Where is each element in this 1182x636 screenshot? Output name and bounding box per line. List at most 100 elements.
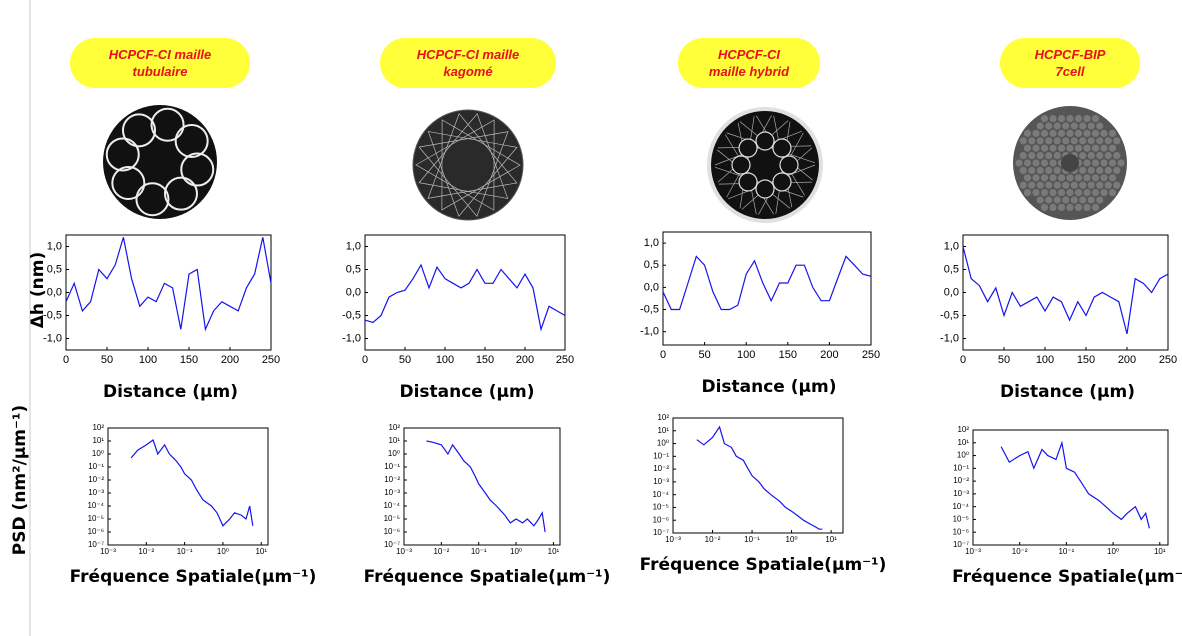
y-tick-label: 10⁻⁵: [384, 514, 400, 523]
x-tick-label: 50: [698, 349, 710, 361]
data-line: [426, 440, 546, 533]
x-axis-label: Fréquence Spatiale(µm⁻¹): [70, 567, 317, 587]
fiber-cell: [1091, 129, 1100, 137]
fiber-cell: [1087, 181, 1095, 189]
fiber-tube: [105, 137, 140, 172]
y-tick-label: 10⁰: [92, 449, 104, 458]
fiber-cell: [1108, 174, 1117, 182]
fiber-cell: [1028, 166, 1036, 174]
x-tick-label: 250: [556, 354, 574, 366]
x-tick-label: 150: [476, 354, 494, 366]
x-tick-label: 200: [221, 354, 239, 366]
x-tick-label: 150: [180, 354, 198, 366]
fiber-cell: [1070, 122, 1078, 130]
fiber-cell: [1023, 129, 1032, 137]
y-tick-label: 0,5: [944, 263, 959, 275]
fiber-label: HCPCF-CI maille kagomé: [380, 38, 556, 88]
fiber-cell: [1074, 189, 1083, 197]
y-tick-label: 10⁻⁷: [953, 540, 969, 549]
fiber-cell: [1096, 137, 1104, 145]
fiber-cell: [1019, 181, 1027, 189]
fiber-cell: [1083, 144, 1091, 152]
y-tick-label: 10²: [657, 413, 669, 422]
fiber-cell: [1083, 174, 1091, 182]
fiber-cell: [1045, 122, 1053, 130]
y-tick-label: 10⁰: [657, 439, 669, 448]
y-tick-label: 10²: [388, 423, 400, 432]
y-tick-label: 10¹: [657, 426, 669, 435]
fiber-cell: [1040, 144, 1049, 152]
fiber-cell: [1062, 181, 1070, 189]
y-tick-label: 1,0: [944, 240, 959, 252]
fiber-tube: [111, 165, 146, 200]
fiber-cell: [1104, 137, 1112, 145]
fiber-lattice: [427, 113, 460, 199]
x-axis-label: Distance (µm): [701, 377, 836, 397]
y-tick-label: 10⁻¹: [653, 451, 669, 460]
fiber-tube: [755, 179, 775, 199]
fiber-cell: [1066, 144, 1074, 152]
y-tick-label: 10⁻²: [88, 475, 104, 484]
fiber-cell: [1087, 152, 1095, 160]
x-tick-label: 0: [63, 354, 69, 366]
fiber-cell: [1057, 203, 1066, 211]
y-tick-label: 10⁰: [388, 449, 400, 458]
fiber-cell: [1074, 144, 1083, 152]
x-tick-label: 10⁻²: [1012, 547, 1028, 556]
fiber-cell: [1053, 137, 1061, 145]
fiber-cell: [1096, 196, 1104, 204]
x-tick-label: 150: [779, 349, 797, 361]
x-tick-label: 10⁻³: [665, 535, 681, 544]
x-tick-label: 10⁻²: [705, 535, 721, 544]
y-tick-label: 0,5: [47, 263, 62, 275]
fiber-tube: [163, 176, 198, 211]
fiber-cell: [1045, 137, 1053, 145]
y-tick-label: 10⁻³: [953, 489, 969, 498]
fiber-lattice: [458, 113, 518, 184]
fiber-cell: [1036, 166, 1044, 174]
x-tick-label: 10⁻²: [433, 547, 449, 556]
y-tick-label: 10⁻⁵: [88, 514, 104, 523]
fiber-cell: [1066, 174, 1074, 182]
fiber-cell: [1066, 203, 1074, 211]
fiber-cell: [1066, 189, 1074, 197]
y-tick-label: -1,0: [43, 332, 62, 344]
x-tick-label: 250: [262, 354, 280, 366]
fiber-cell: [1091, 174, 1100, 182]
y-tick-label: 0,0: [346, 286, 361, 298]
x-axis-label: Distance (µm): [103, 382, 238, 402]
plot-frame: [364, 234, 566, 351]
fiber-tube: [772, 138, 792, 158]
fiber-cell: [1040, 174, 1049, 182]
fiber-cell: [1062, 137, 1070, 145]
x-tick-label: 100: [1036, 354, 1054, 366]
fiber-cell: [1045, 181, 1053, 189]
fiber-cell: [1100, 159, 1108, 167]
y-tick-label: 0,5: [644, 259, 659, 271]
fiber-cell: [1113, 181, 1121, 189]
fiber-cell: [1074, 174, 1083, 182]
y-tick-label: 10⁻⁷: [653, 528, 669, 537]
x-tick-label: 250: [1159, 354, 1177, 366]
x-tick-label: 0: [960, 354, 966, 366]
y-tick-label: 10⁻²: [653, 464, 669, 473]
y-tick-label: 10⁻¹: [384, 462, 400, 471]
fiber-cell: [1070, 181, 1078, 189]
x-axis-label: Fréquence Spatiale(µm⁻¹): [640, 555, 887, 575]
y-tick-label: -0,5: [640, 303, 659, 315]
fiber-tube: [772, 172, 792, 192]
fiber-tube: [738, 138, 758, 158]
fiber-cell: [1062, 196, 1070, 204]
y-tick-label: -1,0: [940, 332, 959, 344]
fiber-cell: [1053, 166, 1061, 174]
fiber-cell: [1036, 152, 1044, 160]
y-tick-label: 0,0: [944, 286, 959, 298]
fiber-cell: [1091, 144, 1100, 152]
data-line: [364, 263, 566, 332]
fiber-cell: [1113, 137, 1121, 145]
fiber-cell: [1053, 122, 1061, 130]
fiber-cell: [1079, 196, 1087, 204]
x-tick-label: 10⁰: [217, 547, 229, 556]
x-tick-label: 10¹: [825, 535, 837, 544]
